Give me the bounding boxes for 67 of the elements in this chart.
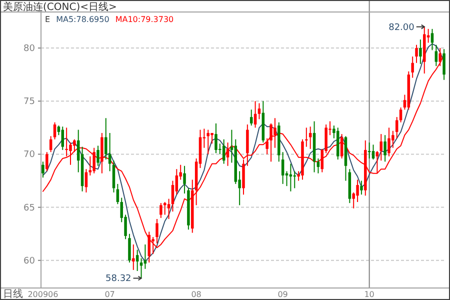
- candlestick: [214, 122, 218, 154]
- candlestick: [167, 198, 170, 220]
- candlestick: [49, 136, 52, 153]
- candlestick: [384, 134, 386, 162]
- text: MA5:78.6950: [56, 15, 110, 24]
- candlestick: [270, 122, 272, 162]
- candlestick: [415, 44, 418, 64]
- candlestick: [222, 138, 226, 164]
- x-tick-label: 08: [191, 290, 202, 299]
- candlestick: [246, 124, 249, 166]
- candlestick: [46, 152, 48, 172]
- candlestick: [258, 102, 261, 120]
- candlestick: [136, 249, 139, 272]
- x-tick-label: 10: [364, 290, 374, 299]
- y-tick-label: 75: [24, 97, 35, 108]
- chart-title: 美原油连(CONC)<日线>: [3, 1, 117, 13]
- candlestick: [372, 144, 375, 160]
- candlestick: [254, 100, 257, 128]
- candlestick: [411, 56, 414, 78]
- candlestick: [419, 39, 422, 64]
- candlestick: [434, 44, 438, 67]
- candlestick: [316, 158, 320, 174]
- y-tick-label: 60: [24, 256, 36, 266]
- x-tick-label: 07: [104, 290, 115, 299]
- candlestick: [442, 48, 446, 80]
- text: MA10:79.3730: [115, 15, 174, 24]
- candlestick: [274, 118, 276, 148]
- candlestick: [250, 109, 253, 126]
- x-tick-label: 09: [278, 290, 288, 299]
- candlestick: [160, 202, 162, 218]
- candlestick: [88, 156, 92, 176]
- candlestick: [108, 132, 112, 172]
- candlestick: [340, 134, 344, 159]
- annotation: 82.00: [388, 22, 415, 33]
- candlestick: [61, 126, 64, 150]
- candlestick: [156, 218, 158, 244]
- candlestick: [360, 180, 363, 196]
- candlestick: [293, 170, 296, 189]
- candlestick: [395, 116, 398, 139]
- candlestick: [104, 118, 108, 160]
- annotation: 58.32: [106, 274, 132, 284]
- candlestick: [128, 233, 131, 264]
- candlestick: [183, 165, 186, 194]
- candlestick: [206, 129, 210, 155]
- candlestick: [92, 147, 96, 174]
- candlestick: [388, 127, 390, 157]
- y-tick-label: 70: [24, 150, 36, 160]
- x-axis-title: 日线: [3, 288, 23, 300]
- candlestick: [65, 127, 68, 157]
- candlestick: [73, 138, 76, 153]
- candlestick: [69, 142, 72, 166]
- candlestick: [132, 244, 135, 270]
- legend-title: E: [45, 15, 50, 24]
- candlestick: [356, 179, 359, 202]
- candlestick: [226, 142, 230, 166]
- candlestick: [430, 28, 434, 51]
- candlestick: [42, 161, 44, 178]
- candlestick: [305, 127, 308, 148]
- candlestick: [266, 138, 268, 155]
- x-tick-label: 200906: [28, 290, 58, 299]
- y-tick-label: 65: [24, 203, 35, 214]
- candlestick: [96, 145, 100, 166]
- candlestick: [399, 107, 402, 123]
- candlestick: [380, 134, 382, 162]
- candlestick: [376, 150, 379, 174]
- y-tick-label: 80: [24, 44, 36, 54]
- candlestick: [281, 152, 284, 184]
